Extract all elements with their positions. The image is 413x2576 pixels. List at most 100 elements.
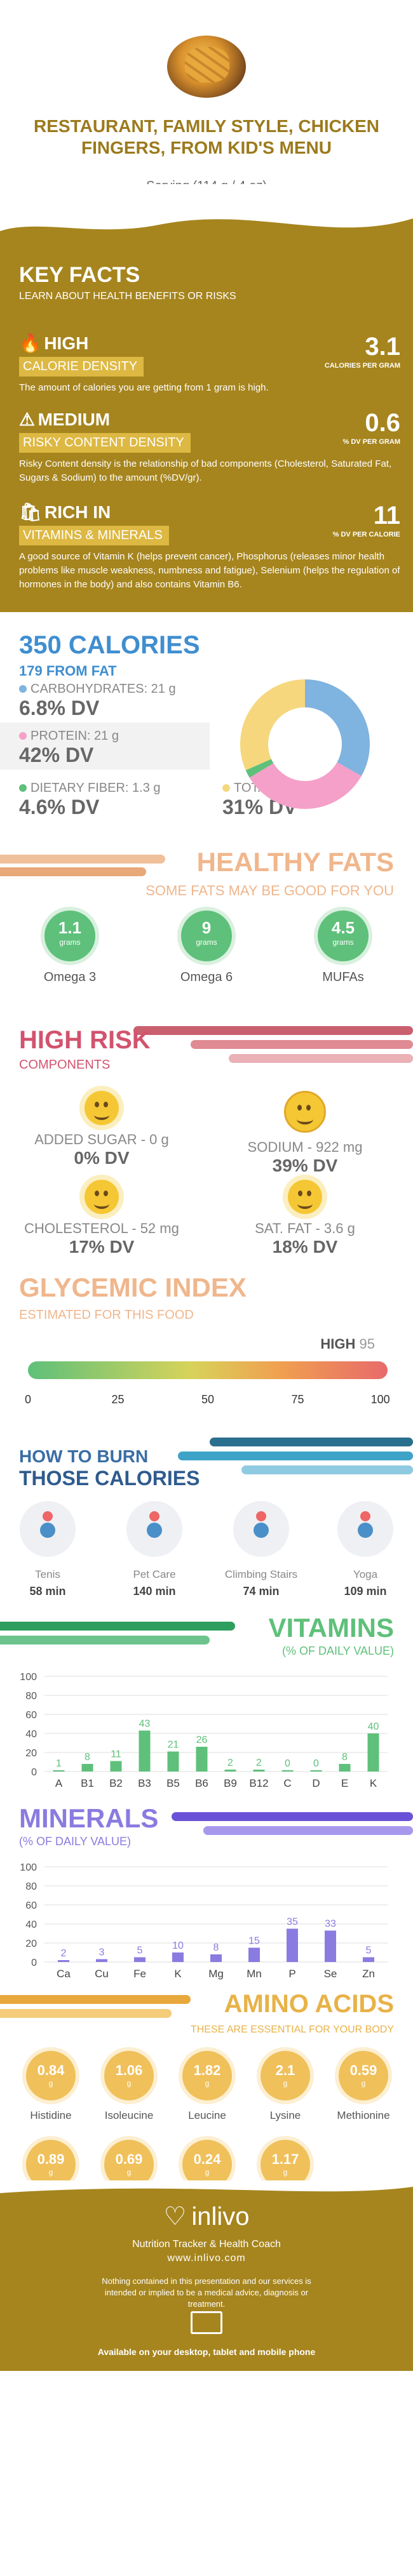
amino-item: 0.89gPhenylalanine xyxy=(13,2140,89,2180)
glycemic-value: 95 xyxy=(359,1336,375,1352)
x-tick-label: C xyxy=(283,1777,291,1789)
serving-size: Serving (114 g / 4 oz) xyxy=(0,179,413,184)
glycemic-title: GLYCEMIC INDEX xyxy=(19,1272,247,1302)
risk-dv: 17% DV xyxy=(69,1237,135,1257)
amino-name: Methionine xyxy=(337,2109,390,2121)
amino-badge: 2.1 g xyxy=(261,2051,310,2100)
bar-value-label: 21 xyxy=(168,1740,179,1751)
bar xyxy=(167,1751,179,1772)
activity-yoga: Yoga 109 min xyxy=(324,1501,407,1598)
brand-logo[interactable]: ♡ inlivo xyxy=(0,2202,413,2231)
brand-url[interactable]: www.inlivo.com xyxy=(167,2253,246,2264)
fact-value: 11 xyxy=(373,502,400,530)
bar xyxy=(248,1947,260,1962)
availability-note: Available on your desktop, tablet and mo… xyxy=(97,2347,316,2357)
burn-section: HOW TO BURN THOSE CALORIES Tenis 58 min … xyxy=(0,1438,413,1609)
footer: ♡ inlivo Nutrition Tracker & Health Coach… xyxy=(0,2180,413,2371)
vitamins-title: VITAMINS xyxy=(268,1613,394,1643)
risk-cholesterol: CHOLESTEROL - 52 mg 17% DV xyxy=(6,1180,197,1257)
amino-name: Isoleucine xyxy=(104,2109,154,2121)
amino-name: Histidine xyxy=(30,2109,72,2121)
key-facts-section: KEY FACTS LEARN ABOUT HEALTH BENEFITS OR… xyxy=(0,206,413,612)
bar xyxy=(53,1770,65,1772)
fat-name: MUFAs xyxy=(322,970,364,984)
y-tick-label: 0 xyxy=(31,1767,37,1778)
activity-name: Tenis xyxy=(35,1568,60,1580)
fact-value: 3.1 xyxy=(365,333,400,361)
x-tick-label: P xyxy=(288,1968,295,1980)
healthy-fats-title: HEALTHY FATS xyxy=(196,847,394,877)
bar-value-label: 2 xyxy=(61,1948,67,1959)
legend-dot xyxy=(19,732,27,740)
amino-item: 1.82 g Leucine xyxy=(169,2051,245,2122)
smiley-icon xyxy=(288,1180,322,1214)
activity-name: Yoga xyxy=(353,1568,378,1580)
tennis-icon xyxy=(20,1501,76,1557)
vitamins-subtitle: (% OF DAILY VALUE) xyxy=(281,1645,394,1657)
amino-item: 2.1 g Lysine xyxy=(247,2051,323,2122)
bar-value-label: 26 xyxy=(196,1735,208,1745)
bar-value-label: 40 xyxy=(368,1721,379,1732)
x-tick-label: D xyxy=(312,1777,320,1789)
amino-badge: 1.06 g xyxy=(104,2051,154,2100)
amino-unit: g xyxy=(126,2079,132,2088)
amino-value: 0.69 xyxy=(115,2151,143,2167)
minerals-title: MINERALS xyxy=(19,1803,159,1833)
risk-label: CHOLESTEROL - 52 mg xyxy=(24,1220,179,1236)
smiley-icon xyxy=(85,1180,119,1214)
y-tick-label: 60 xyxy=(25,1900,37,1911)
calories-from-fat: 179 FROM FAT xyxy=(19,663,117,679)
vitamins-bar-chart: 0204060801001A8B111B243B321B526B62B92B12… xyxy=(20,1672,388,1789)
amino-item: 1.06 g Isoleucine xyxy=(91,2051,167,2122)
amino-item: 0.84 g Histidine xyxy=(13,2051,89,2122)
amino-value: 1.17 xyxy=(271,2151,299,2167)
x-tick-label: B2 xyxy=(109,1777,123,1789)
amino-item: 0.69gThreonine xyxy=(91,2140,167,2180)
bar xyxy=(58,1960,69,1962)
decor-bar xyxy=(0,2009,172,2018)
high-risk-title: HIGH RISK xyxy=(19,1026,151,1054)
bar xyxy=(81,1764,93,1772)
y-tick-label: 60 xyxy=(25,1710,37,1721)
bar-value-label: 35 xyxy=(287,1917,298,1928)
smiley-icon xyxy=(284,1091,326,1133)
y-tick-label: 40 xyxy=(25,1919,37,1930)
donut-slice xyxy=(249,761,362,809)
yoga-icon xyxy=(337,1501,393,1557)
activity-minutes: 140 min xyxy=(133,1585,176,1598)
x-tick-label: Zn xyxy=(362,1968,375,1980)
activity-name: Climbing Stairs xyxy=(224,1568,298,1580)
bar xyxy=(196,1747,208,1772)
brand-tagline: Nutrition Tracker & Health Coach xyxy=(132,2239,281,2250)
amino-acids-section: AMINO ACIDS THESE ARE ESSENTIAL FOR YOUR… xyxy=(0,1990,413,2180)
amino-item: 0.24gTryptophan xyxy=(169,2140,245,2180)
bar-value-label: 1 xyxy=(56,1758,62,1769)
bar-value-label: 8 xyxy=(342,1752,348,1763)
activity-pet-care: Pet Care 140 min xyxy=(113,1501,196,1598)
high-risk-section: HIGH RISK COMPONENTS ADDED SUGAR - 0 g 0… xyxy=(0,1012,413,1272)
bar-value-label: 15 xyxy=(248,1936,260,1947)
devices-icon xyxy=(191,2311,222,2334)
amino-item: 0.59 g Methionine xyxy=(325,2051,402,2122)
donut-slice xyxy=(240,679,306,771)
amino-unit: g xyxy=(126,2168,132,2177)
glycemic-grade: HIGH 95 xyxy=(320,1336,375,1352)
activity-name: Pet Care xyxy=(133,1568,176,1580)
activity-minutes: 58 min xyxy=(29,1585,66,1598)
donut-slice xyxy=(245,759,274,778)
bar xyxy=(139,1730,151,1772)
amino-value: 1.82 xyxy=(193,2062,221,2078)
amino-unit: g xyxy=(283,2168,288,2177)
amino-unit: g xyxy=(205,2079,210,2088)
fat-value: 1.1 xyxy=(58,918,82,937)
y-tick-label: 20 xyxy=(25,1939,37,1949)
tick-label: 100 xyxy=(370,1393,390,1406)
bar-value-label: 33 xyxy=(325,1919,336,1930)
key-facts-subtitle: LEARN ABOUT HEALTH BENEFITS OR RISKS xyxy=(19,291,236,302)
smiley-icon xyxy=(85,1091,119,1125)
fact-risky-content: ⚠ MEDIUM RISKY CONTENT DENSITY 0.6 % DV … xyxy=(19,409,400,483)
fact-unit: CALORIES PER GRAM xyxy=(324,362,400,370)
bar-value-label: 11 xyxy=(111,1749,121,1760)
glycemic-section: GLYCEMIC INDEX ESTIMATED FOR THIS FOOD H… xyxy=(0,1272,413,1438)
fact-value: 0.6 xyxy=(365,409,400,437)
